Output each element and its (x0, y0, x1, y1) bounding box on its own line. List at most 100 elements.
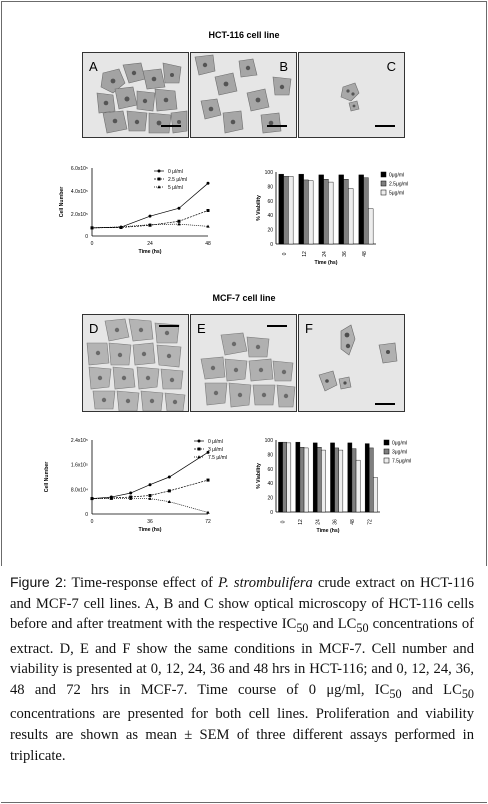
x-tick-label: 36 (342, 251, 348, 257)
micrograph-c-cells (340, 82, 360, 112)
bar (321, 449, 326, 513)
bar (330, 442, 335, 513)
legend-label: 2.5 μl/ml (168, 177, 187, 183)
panel-label-e: E (197, 321, 206, 336)
legend-swatch (380, 171, 387, 178)
x-tick-label: 0 (91, 241, 94, 247)
scale-bar (267, 125, 287, 127)
y-axis-title: % Viability (256, 463, 262, 489)
x-axis-title: Time (hs) (139, 527, 162, 533)
data-point (167, 499, 172, 503)
y-axis-title: % Viability (256, 195, 262, 221)
legend-marker (157, 185, 161, 189)
caption-text: concentrations of extract. D, E and F sh… (10, 616, 474, 698)
y-tick-label: 0 (270, 510, 273, 516)
x-tick-label: 72 (367, 519, 373, 525)
legend-label: 7.5μg/ml (392, 459, 411, 465)
legend-marker (197, 439, 201, 443)
viability-chart-mcf7: 0 20 40 60 80 100 % Viability Time (hs) … (256, 438, 411, 534)
bar (312, 442, 318, 513)
legend-swatch (380, 180, 387, 187)
legend-marker (157, 177, 161, 181)
y-tick-label: 40 (267, 213, 273, 219)
data-point (128, 496, 133, 500)
bar (348, 188, 354, 245)
legend-label: 5 μl/ml (168, 185, 183, 191)
micrograph-b: B (190, 52, 297, 138)
data-point (167, 489, 171, 493)
data-point (206, 181, 210, 185)
legend-label: 0μg/ml (392, 441, 407, 447)
y-tick-label: 100 (265, 438, 274, 444)
bar (318, 174, 324, 245)
legend-marker (197, 455, 201, 459)
legend-label: 0 μl/ml (168, 169, 183, 175)
caption-text: crude extract on HCT-116 and MCF-7 cell … (10, 575, 475, 633)
caption-subscript: 50 (461, 686, 474, 701)
panel-label-a: A (89, 59, 98, 74)
scale-bar (375, 403, 395, 405)
x-tick-label: 36 (333, 519, 339, 525)
legend-label: 0μg/ml (389, 173, 404, 179)
y-tick-label: 0 (85, 512, 88, 518)
figure-caption: Figure 2: Time-response effect of P. str… (10, 572, 474, 766)
data-point (167, 475, 171, 479)
y-tick-label: 100 (265, 170, 274, 176)
viability-chart-hct116: 0 20 40 60 80 100 % Viability Time (hs) … (256, 170, 408, 266)
x-tick-label: 0 (282, 252, 288, 255)
caption-species: P. strombulifera (218, 575, 313, 591)
y-tick-label: 0 (270, 242, 273, 248)
bar (278, 173, 284, 245)
micrograph-a-cells (96, 62, 188, 134)
bar (282, 441, 287, 513)
y-tick-label: 6.0x10⁵ (71, 166, 88, 172)
data-point (206, 450, 210, 454)
y-tick-label: 20 (267, 228, 273, 234)
data-point (148, 494, 152, 497)
data-point (90, 226, 94, 230)
bar (298, 173, 304, 245)
data-point (177, 219, 181, 223)
x-tick-label: 24 (315, 519, 321, 525)
bar (317, 446, 322, 513)
bar (364, 443, 370, 513)
bar (286, 442, 292, 513)
x-tick-label: 0 (281, 520, 287, 523)
legend-marker (157, 169, 161, 173)
y-tick-label: 2.4x10⁵ (71, 438, 88, 444)
data-point (148, 483, 152, 487)
y-tick-label: 1.6x10⁵ (71, 463, 88, 469)
growth-chart-hct116: 0 2.0x10⁵ 4.0x10⁵ 6.0x10⁵ 0 24 48 Time (… (59, 166, 211, 255)
caption-subscript: 50 (296, 621, 309, 636)
panel-label-c: C (386, 59, 396, 74)
scale-bar (267, 325, 287, 327)
data-point (119, 225, 123, 229)
legend-swatch (380, 189, 387, 196)
scale-bar (161, 125, 181, 127)
section-title-hct116: HCT-116 cell line (208, 30, 280, 40)
legend-swatch (383, 457, 390, 464)
y-tick-label: 8.0x10⁴ (71, 487, 88, 493)
micrograph-c: C (298, 52, 405, 138)
legend-marker (197, 447, 201, 451)
micrograph-f-cells (318, 324, 398, 392)
caption-label: Figure 2: (10, 574, 67, 590)
y-tick-label: 80 (267, 452, 273, 458)
x-tick-label: 12 (302, 251, 308, 257)
data-point (148, 222, 152, 226)
x-tick-label: 0 (91, 519, 94, 525)
bar (323, 179, 329, 245)
x-tick-label: 48 (350, 519, 356, 525)
micrograph-d-cells (86, 318, 186, 411)
y-tick-label: 0 (85, 234, 88, 240)
series-line (91, 479, 209, 499)
bar (373, 477, 378, 513)
bar (278, 441, 283, 513)
data-point (90, 496, 94, 500)
y-tick-label: 2.0x10⁵ (71, 212, 88, 218)
bar (334, 447, 339, 513)
y-tick-label: 60 (267, 199, 273, 205)
bar (338, 174, 344, 245)
bar (308, 180, 314, 245)
